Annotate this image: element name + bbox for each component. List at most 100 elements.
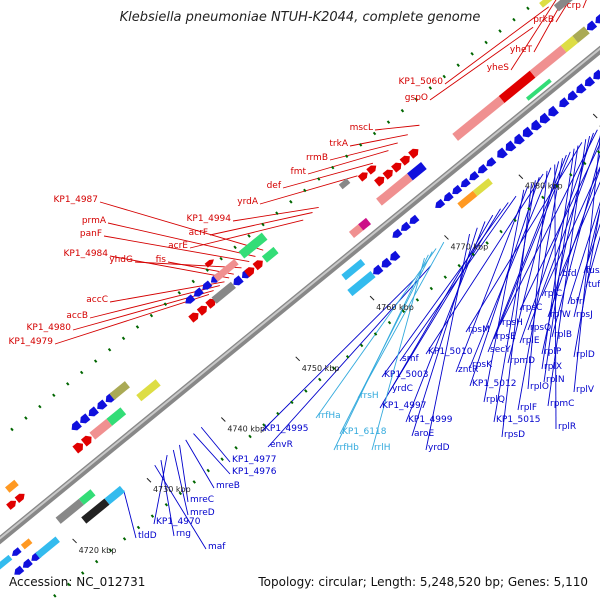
gene-tick bbox=[233, 245, 237, 250]
gene-tick bbox=[150, 514, 155, 518]
gene-arrow bbox=[205, 298, 216, 309]
gene-feature bbox=[211, 281, 236, 304]
gene-arrow bbox=[531, 119, 542, 131]
leader-line bbox=[444, 6, 549, 85]
gene-block bbox=[498, 70, 536, 103]
leader-line bbox=[185, 439, 215, 489]
leader-line bbox=[554, 164, 557, 430]
leader-line bbox=[329, 142, 398, 161]
leader-line bbox=[519, 142, 600, 311]
leader-line bbox=[179, 444, 189, 503]
gene-arrow bbox=[584, 76, 596, 87]
bottom-label-29: rpsD bbox=[504, 430, 525, 440]
bottom-label-47: rng bbox=[176, 529, 191, 539]
bottom-label-46: KP1_4970 bbox=[156, 517, 201, 527]
gene-arrow bbox=[392, 228, 403, 238]
leader-line bbox=[493, 180, 536, 423]
gene-feature bbox=[136, 379, 161, 402]
ruler-label: 4770 kbp bbox=[450, 242, 488, 251]
bottom-label-35: KP1_4997 bbox=[382, 401, 426, 411]
gene-arrow bbox=[548, 105, 559, 117]
bottom-label-0: fusA bbox=[586, 266, 600, 276]
genome-summary-text: Topology: circular; Length: 5,248,520 bp… bbox=[258, 575, 588, 589]
leader-line bbox=[547, 139, 587, 407]
ruler-label: 4780 kbp bbox=[525, 182, 563, 191]
gene-tick bbox=[93, 359, 98, 363]
gene-arrow bbox=[452, 184, 463, 195]
leader-line bbox=[573, 206, 600, 358]
gene-tick bbox=[331, 366, 336, 370]
leader-line bbox=[153, 454, 168, 525]
bottom-label-24: rpsK bbox=[472, 360, 493, 370]
bottom-label-37: aroE bbox=[414, 429, 435, 439]
gene-feature bbox=[238, 232, 268, 259]
gene-arrow bbox=[252, 260, 263, 271]
ruler-label: 4740 kbp bbox=[227, 425, 265, 434]
gene-arrow bbox=[497, 147, 508, 159]
gene-arrow bbox=[105, 392, 116, 403]
gene-features bbox=[0, 0, 600, 575]
leader-line bbox=[465, 142, 583, 333]
gene-arrow bbox=[72, 442, 84, 454]
leader-line bbox=[527, 170, 548, 390]
bottom-label-38: yrdD bbox=[428, 443, 450, 453]
gene-feature bbox=[261, 246, 279, 263]
leader-line bbox=[527, 135, 600, 331]
gene-tick bbox=[289, 199, 293, 204]
gene-tick bbox=[192, 480, 196, 484]
gene-block bbox=[347, 270, 376, 297]
gene-feature bbox=[376, 173, 413, 206]
gene-arrow bbox=[539, 112, 551, 124]
leader-line bbox=[469, 167, 552, 368]
gene-arrow bbox=[567, 90, 578, 101]
gene-arrow bbox=[31, 551, 42, 561]
leader-line bbox=[411, 227, 478, 437]
bottom-label-44: mreC bbox=[190, 495, 214, 505]
gene-arrow bbox=[477, 164, 488, 174]
gene-arrow bbox=[14, 493, 25, 503]
gene-feature bbox=[78, 489, 96, 505]
gene-tick bbox=[372, 131, 377, 136]
gene-tick bbox=[359, 343, 364, 348]
gene-tick bbox=[94, 559, 99, 564]
gene-tick bbox=[80, 571, 85, 575]
gene-block bbox=[204, 259, 214, 268]
bottom-label-5: rpsJ bbox=[576, 310, 593, 320]
leader-line bbox=[189, 219, 304, 249]
gene-tick bbox=[358, 143, 363, 147]
gene-arrow bbox=[233, 275, 244, 286]
leader-line bbox=[507, 161, 560, 364]
leader-line bbox=[261, 278, 416, 432]
gene-feature bbox=[0, 554, 13, 573]
gene-tick bbox=[206, 468, 210, 473]
bottom-label-18: rplX bbox=[544, 362, 562, 372]
gene-feature bbox=[55, 498, 84, 524]
gene-tick bbox=[414, 97, 419, 102]
top-label-20: KP1_4984 bbox=[64, 249, 109, 259]
bottom-label-23: rplR bbox=[558, 422, 576, 432]
gene-arrow bbox=[576, 83, 587, 94]
gene-tick bbox=[219, 256, 223, 261]
gene-feature bbox=[35, 536, 60, 559]
leader-line bbox=[533, 0, 564, 53]
label-leader-lines bbox=[54, 0, 600, 550]
gene-arrow bbox=[486, 157, 497, 167]
ruler-tick bbox=[146, 477, 152, 483]
gene-arrow bbox=[460, 177, 471, 188]
bottom-label-32: smf bbox=[402, 354, 419, 364]
gene-block bbox=[211, 281, 236, 304]
gene-tick bbox=[178, 491, 183, 496]
gene-feature bbox=[104, 485, 126, 505]
gene-tick bbox=[527, 207, 531, 211]
bottom-label-10: rpsQ bbox=[530, 323, 551, 333]
leader-line bbox=[209, 212, 313, 236]
leader-line bbox=[469, 177, 540, 387]
gene-block bbox=[136, 379, 161, 402]
bottom-label-14: rplP bbox=[544, 347, 562, 357]
gene-tick bbox=[498, 29, 502, 33]
gene-arrow bbox=[80, 413, 91, 424]
gene-block bbox=[244, 260, 263, 278]
bottom-label-31: rplQ bbox=[486, 395, 505, 405]
gene-tick bbox=[276, 411, 280, 416]
gene-block bbox=[81, 498, 110, 524]
